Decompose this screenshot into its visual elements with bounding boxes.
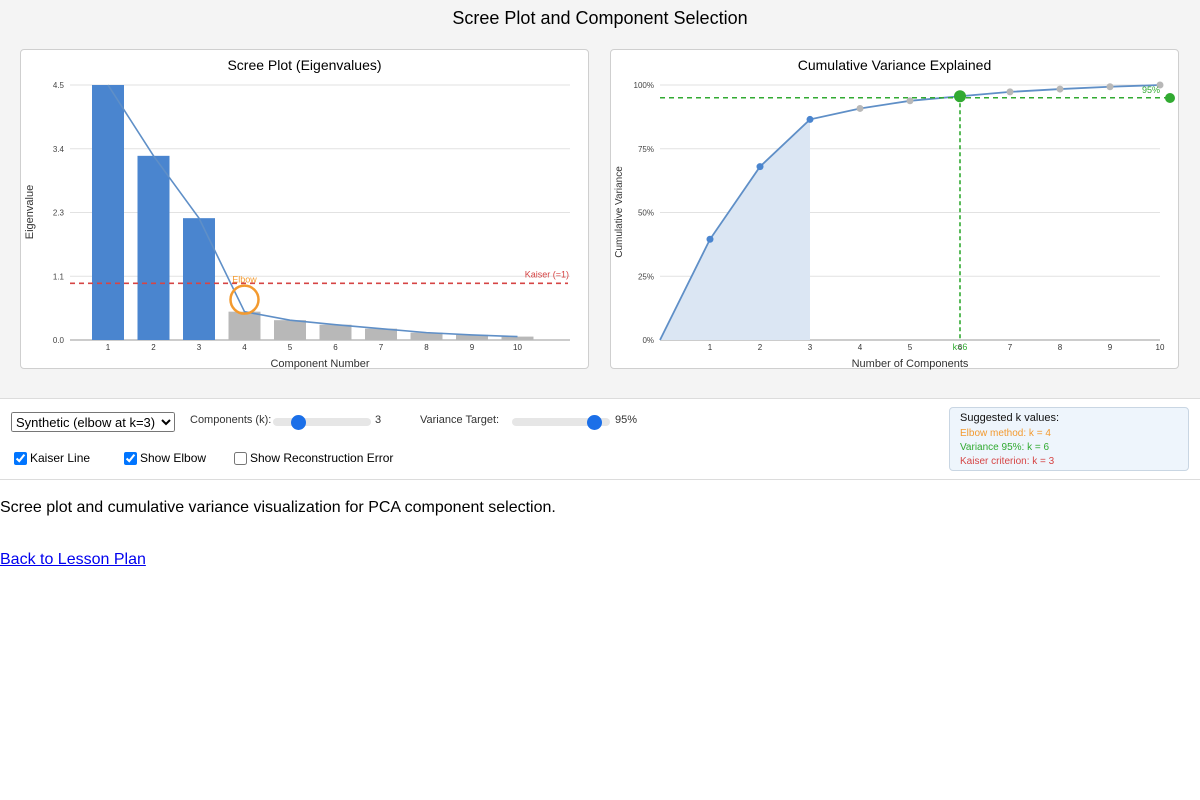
cumvar-xtick-label: 7 [1008,343,1013,352]
scree-xtick-label: 4 [242,343,247,352]
cumvar-point [906,97,914,105]
cumvar-xtick-label: 9 [1108,343,1113,352]
suggestion-kaiser: Kaiser criterion: k = 3 [960,456,1055,467]
suggested-k-box: Suggested k values: Elbow method: k = 4 … [949,407,1189,471]
suggestion-variance: Variance 95%: k = 6 [960,442,1050,453]
dataset-select[interactable]: Synthetic (elbow at k=3) [11,412,175,432]
cumvar-xtick-label: 2 [758,343,763,352]
scree-plot-title: Scree Plot (Eigenvalues) [227,57,382,73]
scree-xtick-label: 9 [470,343,475,352]
cumvar-ytick-label: 75% [638,145,654,154]
scree-xtick-label: 1 [106,343,111,352]
scree-x-axis-label: Component Number [270,358,369,370]
description-text: Scree plot and cumulative variance visua… [0,499,556,516]
scree-bar [92,85,124,340]
variance-target-marker [1165,93,1175,103]
cumvar-point [806,115,814,123]
cumvar-xtick-label: 3 [808,343,813,352]
scree-bar [137,155,170,340]
reconstruction-error-label: Show Reconstruction Error [250,451,394,465]
show-elbow-checkbox[interactable] [124,451,137,465]
elbow-marker [229,284,260,315]
suggestion-elbow: Elbow method: k = 4 [960,428,1051,439]
scree-bar [274,320,306,340]
scree-y-axis-label: Eigenvalue [24,185,36,239]
scree-ytick-label: 2.3 [53,209,65,218]
cumvar-xtick-label: 5 [908,343,913,352]
k-slider[interactable] [273,418,371,426]
scree-xtick-label: 7 [379,343,384,352]
cumvar-y-axis-label: Cumulative Variance [614,166,625,258]
scree-ytick-label: 0.0 [53,336,65,345]
scree-ytick-label: 3.4 [53,145,65,154]
cumvar-ytick-label: 25% [638,272,654,281]
scree-bar [183,218,215,340]
k-value: 3 [375,414,382,426]
scree-ytick-label: 4.5 [53,81,65,90]
page-title: Scree Plot and Component Selection [452,8,748,28]
cumvar-ytick-label: 0% [642,336,654,345]
target-k-point [954,90,966,103]
kaiser-line-label: Kaiser Line [30,451,91,465]
visualization-canvas: Scree Plot and Component Selection Scree… [0,0,1200,399]
scree-bar [501,336,534,340]
variance-target-label: 95% [1142,85,1160,95]
cumvar-point [1006,88,1014,96]
reconstruction-error-toggle[interactable]: Show Reconstruction Error [234,451,393,465]
scree-xtick-label: 6 [333,343,338,352]
scree-bar [228,311,261,340]
cumvar-selected-area [660,119,810,340]
cumvar-point [1106,83,1114,91]
back-to-lesson-plan-link[interactable]: Back to Lesson Plan [0,551,146,568]
scree-xtick-label: 10 [513,343,522,352]
scree-line [107,84,518,338]
cumvar-ytick-label: 100% [634,81,654,90]
cumvar-xtick-label: 10 [1156,343,1165,352]
kaiser-line-checkbox[interactable] [14,451,27,465]
cumvar-xtick-label: 8 [1058,343,1063,352]
cumvar-x-axis-label: Number of Components [852,358,969,370]
cumulative-variance-title: Cumulative Variance Explained [797,57,992,73]
cumvar-point [706,235,714,243]
cumvar-point [1156,81,1164,89]
scree-bar [319,324,352,340]
scree-bar [365,328,397,340]
cumvar-point [756,163,764,171]
cumvar-xtick-label: 6 [958,343,963,352]
scree-xtick-label: 5 [288,343,293,352]
scree-xtick-label: 8 [424,343,429,352]
controls-panel: Synthetic (elbow at k=3) Components (k):… [0,399,1200,480]
scree-bar [410,332,443,340]
scree-xtick-label: 2 [151,343,156,352]
suggested-k-title: Suggested k values: [960,412,1060,424]
cumvar-point [856,104,864,112]
scree-ytick-label: 1.1 [53,272,65,281]
cumvar-ytick-label: 50% [638,209,654,218]
kaiser-label: Kaiser (=1) [525,269,569,279]
cumvar-point [1056,85,1064,93]
kaiser-line-toggle[interactable]: Kaiser Line [14,451,90,465]
variance-slider[interactable] [512,418,610,426]
k-slider-label: Components (k): [190,414,272,426]
variance-slider-label: Variance Target: [420,414,500,426]
elbow-label: Elbow [232,275,257,285]
variance-value: 95% [615,414,638,426]
scree-xtick-label: 3 [197,343,202,352]
scree-bar [456,334,488,340]
show-elbow-toggle[interactable]: Show Elbow [124,451,206,465]
reconstruction-error-checkbox[interactable] [234,451,247,465]
cumvar-xtick-label: 1 [708,343,713,352]
show-elbow-label: Show Elbow [140,451,207,465]
cumvar-xtick-label: 4 [858,343,863,352]
target-k-label: k=6 [953,342,968,352]
scree-plot-chart: 0.0 1.1 2.3 3.4 4.5 1 2 3 4 5 6 7 8 9 10 Kaiser (=1) Elb… [24,81,1175,370]
